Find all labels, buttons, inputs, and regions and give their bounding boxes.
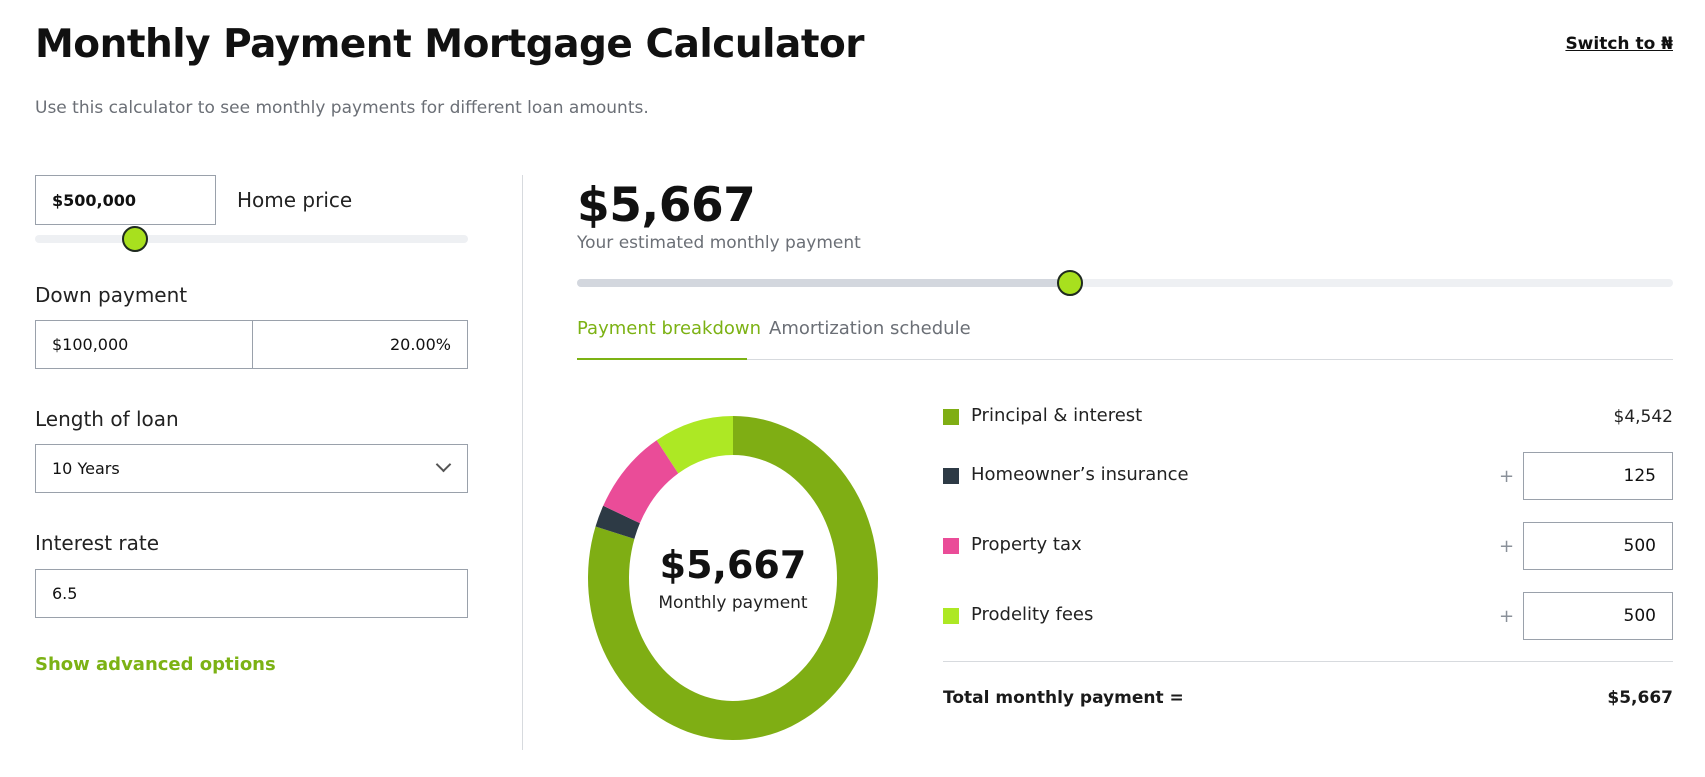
loan-length-label: Length of loan xyxy=(35,407,179,431)
total-divider xyxy=(943,661,1673,662)
switch-currency-link[interactable]: Switch to ₦ xyxy=(1565,34,1673,54)
tab-amortization-schedule[interactable]: Amortization schedule xyxy=(769,318,971,339)
estimated-monthly-amount: $5,667 xyxy=(577,178,756,233)
monthly-payment-slider-fill xyxy=(577,279,1071,287)
down-payment-amount-value: $100,000 xyxy=(52,335,129,354)
plus-icon: + xyxy=(1499,466,1515,487)
home-price-value: $500,000 xyxy=(52,190,137,210)
plus-icon: + xyxy=(1499,536,1515,557)
chevron-down-icon xyxy=(435,456,452,473)
donut-slice-insurance xyxy=(595,505,640,539)
insurance-value: 125 xyxy=(1623,466,1656,486)
home-price-label: Home price xyxy=(237,188,353,212)
page-subtitle: Use this calculator to see monthly payme… xyxy=(35,98,649,118)
property-tax-value: 500 xyxy=(1623,536,1656,556)
down-payment-percent-value: 20.00% xyxy=(389,335,451,354)
interest-rate-input[interactable]: 6.5 xyxy=(35,569,468,618)
donut-center-amount: $5,667 xyxy=(660,543,807,587)
donut-center-label: Monthly payment xyxy=(658,593,808,613)
insurance-input[interactable]: 125 xyxy=(1523,452,1673,500)
principal-value: $4,542 xyxy=(1613,407,1673,427)
property-tax-label: Property tax xyxy=(971,534,1082,555)
home-price-slider-knob[interactable] xyxy=(121,226,148,252)
monthly-payment-slider[interactable] xyxy=(577,270,1673,296)
down-payment-percent-input[interactable]: 20.00% xyxy=(252,320,468,369)
principal-swatch xyxy=(943,409,959,425)
total-value: $5,667 xyxy=(1607,688,1673,708)
page-title: Monthly Payment Mortgage Calculator xyxy=(35,22,865,67)
fees-swatch xyxy=(943,608,959,624)
column-divider xyxy=(522,175,523,750)
home-price-slider[interactable] xyxy=(35,226,468,252)
interest-rate-value: 6.5 xyxy=(52,584,78,603)
property-tax-swatch xyxy=(943,538,959,554)
monthly-payment-slider-knob[interactable] xyxy=(1057,270,1084,296)
principal-label: Principal & interest xyxy=(971,405,1143,426)
fees-input[interactable]: 500 xyxy=(1523,592,1673,640)
home-price-input[interactable]: $500,000 xyxy=(35,175,216,225)
loan-length-value: 10 Years xyxy=(52,459,120,478)
estimated-monthly-label: Your estimated monthly payment xyxy=(577,233,861,253)
fees-label: Prodelity fees xyxy=(971,604,1094,625)
donut-slice-fees xyxy=(656,416,733,474)
fees-value: 500 xyxy=(1623,606,1656,626)
insurance-label: Homeowner’s insurance xyxy=(971,464,1189,485)
payment-donut-chart: $5,667 Monthly payment xyxy=(588,416,878,740)
down-payment-label: Down payment xyxy=(35,283,188,307)
tab-payment-breakdown[interactable]: Payment breakdown xyxy=(577,318,761,360)
insurance-swatch xyxy=(943,468,959,484)
down-payment-amount-input[interactable]: $100,000 xyxy=(35,320,253,369)
total-label: Total monthly payment = xyxy=(943,688,1184,708)
show-advanced-options-link[interactable]: Show advanced options xyxy=(35,654,276,675)
property-tax-input[interactable]: 500 xyxy=(1523,522,1673,570)
plus-icon: + xyxy=(1499,606,1515,627)
loan-length-select[interactable]: 10 Years xyxy=(35,444,468,493)
donut-slice-property-tax xyxy=(603,440,679,524)
interest-rate-label: Interest rate xyxy=(35,531,160,555)
tab-bar: Payment breakdown Amortization schedule xyxy=(577,318,1673,360)
